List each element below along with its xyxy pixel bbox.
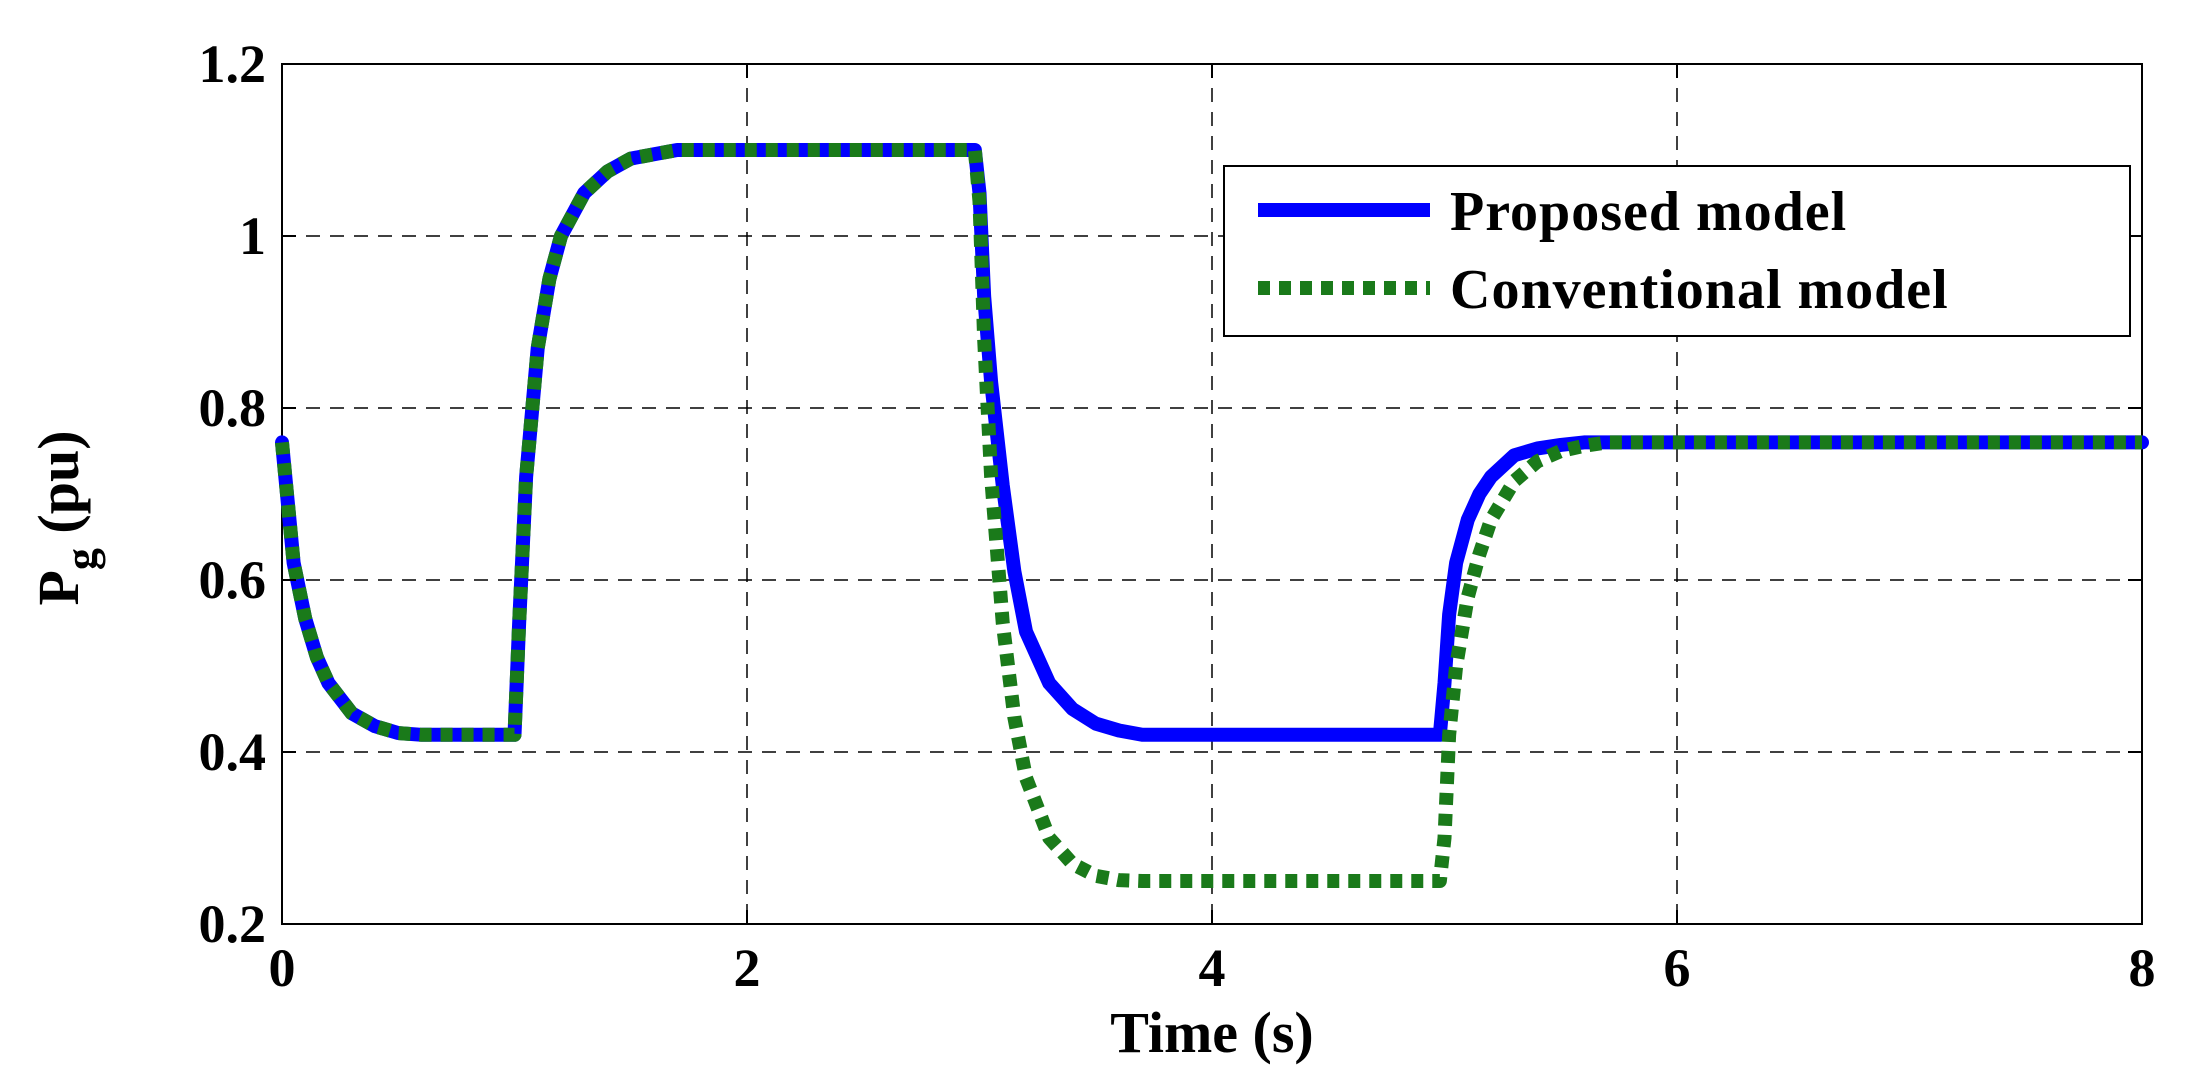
y-tick-label: 0.2	[199, 894, 267, 954]
legend-label-proposed: Proposed model	[1450, 181, 1847, 243]
ticks	[281, 63, 2143, 925]
y-axis-label-unit: (pu)	[26, 430, 91, 548]
legend-box	[1223, 165, 2131, 337]
y-tick-label: 0.6	[199, 550, 267, 610]
y-axis-label-main: P	[26, 570, 91, 605]
legend: Proposed model Conventional model	[1223, 165, 2131, 337]
series-line-conventional	[275, 143, 2142, 888]
svg-text:Pg (pu): Pg (pu)	[26, 430, 106, 605]
y-tick-label: 0.4	[199, 722, 267, 782]
legend-label-conventional: Conventional model	[1450, 259, 1949, 321]
y-axis-label-subscript: g	[57, 548, 106, 570]
y-tick-label: 1	[239, 206, 266, 266]
x-tick-label: 0	[269, 938, 296, 998]
tick-labels: 0 2 4 6 8 0.2 0.4 0.6 0.8 1 1.2	[199, 34, 2156, 998]
x-tick-label: 6	[1664, 938, 1691, 998]
x-tick-label: 8	[2129, 938, 2156, 998]
y-tick-label: 0.8	[199, 378, 267, 438]
x-axis-label: Time (s)	[1110, 1000, 1314, 1065]
y-tick-label: 1.2	[199, 34, 267, 94]
x-tick-label: 2	[734, 938, 761, 998]
x-tick-label: 4	[1199, 938, 1226, 998]
y-axis-label: Pg (pu)	[26, 430, 106, 605]
series-layer	[275, 143, 2149, 888]
